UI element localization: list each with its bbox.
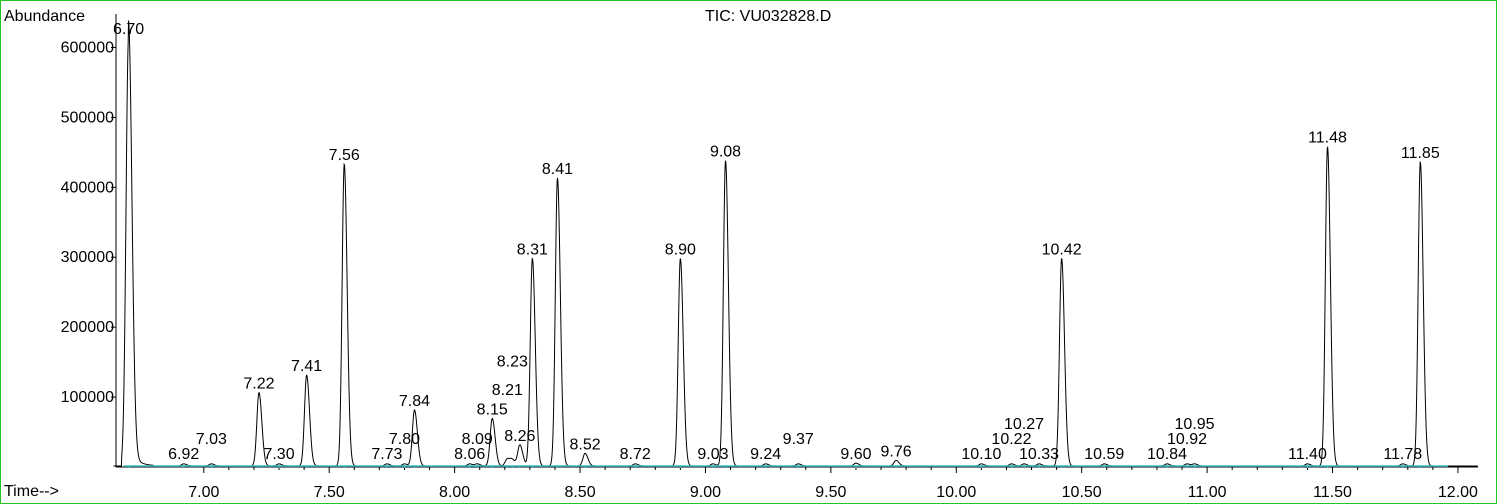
peak-label: 8.23: [497, 353, 528, 370]
peak-label: 8.41: [542, 161, 573, 178]
peak-label: 7.30: [263, 446, 294, 463]
tic-trace: [113, 20, 1478, 467]
y-tick-label: 100000: [61, 389, 114, 406]
peak-label: 9.76: [881, 443, 912, 460]
x-tick-label: 9.50: [815, 484, 846, 501]
x-tick-label: 7.00: [188, 484, 219, 501]
x-tick-label: 8.50: [564, 484, 595, 501]
peak-label: 10.33: [1019, 446, 1059, 463]
peak-label: 10.59: [1084, 446, 1124, 463]
peak-label: 9.24: [750, 446, 781, 463]
chart-title: TIC: VU032828.D: [705, 8, 832, 25]
peak-label: 8.90: [665, 241, 696, 258]
x-tick-label: 10.00: [936, 484, 976, 501]
x-tick-label: 10.50: [1062, 484, 1102, 501]
peak-label: 10.84: [1147, 446, 1187, 463]
peak-label: 8.52: [569, 436, 600, 453]
peak-label: 8.15: [477, 401, 508, 418]
x-tick-label: 11.50: [1313, 484, 1352, 501]
peak-label: 7.84: [399, 393, 430, 410]
x-axis-label: Time-->: [4, 483, 59, 500]
y-tick-label: 300000: [61, 249, 114, 266]
x-tick-label: 11.00: [1188, 484, 1227, 501]
peak-label: 8.21: [492, 382, 523, 399]
peak-label: 11.48: [1308, 129, 1347, 146]
peak-label: 8.26: [504, 428, 535, 445]
peak-label: 9.60: [840, 446, 871, 463]
x-tick-label: 8.00: [439, 484, 470, 501]
peak-label: 11.78: [1383, 446, 1422, 463]
peak-label: 11.85: [1401, 145, 1440, 162]
peak-label: 11.40: [1288, 446, 1327, 463]
x-tick-label: 9.00: [690, 484, 721, 501]
peak-label: 8.72: [620, 446, 651, 463]
peak-label: 7.03: [196, 431, 227, 448]
x-tick-label: 7.50: [314, 484, 345, 501]
peak-label: 10.95: [1175, 416, 1215, 433]
y-tick-label: 600000: [61, 39, 114, 56]
peak-label: 10.42: [1042, 241, 1082, 258]
y-tick-label: 200000: [61, 319, 114, 336]
y-axis-label: Abundance: [4, 8, 85, 25]
peak-label: 7.73: [371, 446, 402, 463]
peak-label: 10.10: [961, 446, 1001, 463]
peak-label: 9.03: [697, 446, 728, 463]
peak-label: 6.92: [168, 446, 199, 463]
y-tick-label: 500000: [61, 109, 114, 126]
peak-label: 9.08: [710, 143, 741, 160]
peak-label: 9.37: [783, 431, 814, 448]
peak-label: 10.27: [1004, 416, 1044, 433]
peak-label: 10.92: [1167, 431, 1207, 448]
peak-label: 7.41: [291, 358, 322, 375]
y-tick-label: 400000: [61, 179, 114, 196]
x-tick-label: 12.00: [1438, 484, 1478, 501]
peak-label: 7.56: [329, 147, 360, 164]
peak-label: 8.31: [517, 241, 548, 258]
peak-label: 8.09: [462, 431, 493, 448]
peak-label: 6.70: [113, 21, 144, 38]
peak-label: 7.22: [243, 376, 274, 393]
peak-label: 10.22: [991, 431, 1031, 448]
peak-label: 8.06: [454, 446, 485, 463]
peak-label: 7.80: [389, 431, 420, 448]
